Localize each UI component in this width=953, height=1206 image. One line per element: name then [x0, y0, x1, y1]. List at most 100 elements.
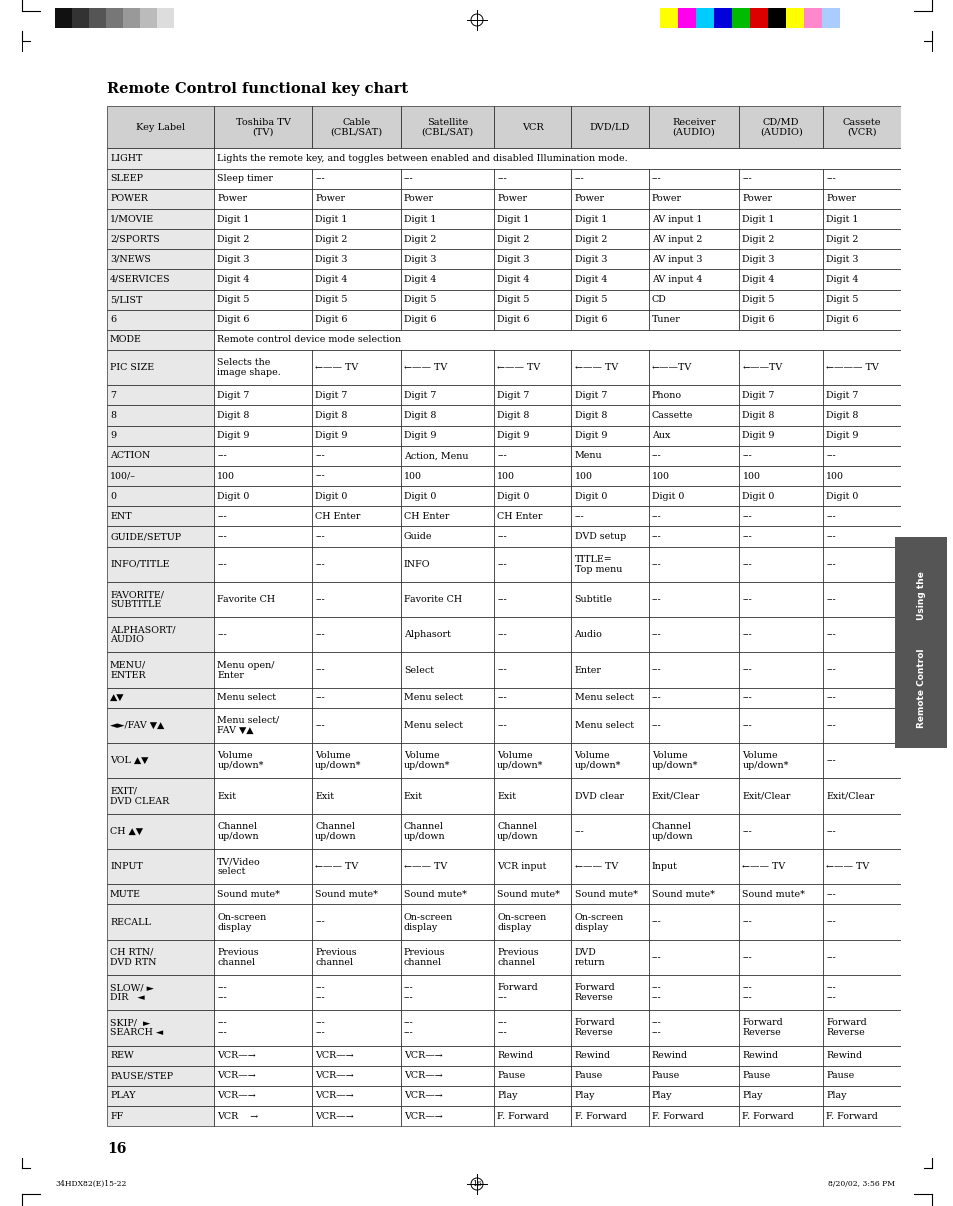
Text: ---: ---	[217, 532, 227, 541]
Text: ---: ---	[825, 451, 835, 461]
Text: ---: ---	[574, 174, 583, 183]
Bar	[739, 507, 822, 527]
Text: AV input 2: AV input 2	[651, 235, 701, 244]
Text: Digit 0: Digit 0	[217, 492, 250, 500]
Text: ---: ---	[741, 532, 751, 541]
Bar	[107, 778, 213, 814]
Text: ---: ---	[497, 631, 506, 639]
Text: Digit 3: Digit 3	[403, 254, 436, 264]
Bar	[494, 250, 571, 269]
Text: CH Enter: CH Enter	[314, 511, 360, 521]
Text: Digit 1: Digit 1	[314, 215, 347, 223]
Text: ---: ---	[741, 631, 751, 639]
Bar	[822, 743, 900, 778]
Bar	[571, 778, 648, 814]
Text: ---: ---	[217, 560, 227, 569]
Text: AV input 1: AV input 1	[651, 215, 701, 223]
Text: VCR—→: VCR—→	[314, 1112, 354, 1120]
Bar	[400, 350, 494, 386]
Bar	[494, 708, 571, 743]
Bar	[400, 1085, 494, 1106]
Text: Select: Select	[403, 666, 434, 674]
Bar	[822, 778, 900, 814]
Text: ---: ---	[314, 631, 325, 639]
Bar	[107, 269, 213, 289]
Bar	[822, 446, 900, 466]
Bar	[312, 904, 400, 939]
Text: ---: ---	[825, 693, 835, 702]
Bar	[571, 527, 648, 546]
Text: Digit 2: Digit 2	[403, 235, 436, 244]
Text: Digit 1: Digit 1	[217, 215, 250, 223]
Text: Digit 8: Digit 8	[574, 411, 606, 420]
Bar	[739, 386, 822, 405]
Bar	[213, 814, 312, 849]
Text: Digit 7: Digit 7	[497, 391, 529, 400]
Bar	[400, 310, 494, 330]
Bar	[123, 8, 140, 28]
Bar	[107, 904, 213, 939]
Bar	[400, 1046, 494, 1066]
Bar	[571, 350, 648, 386]
Bar	[107, 1011, 213, 1046]
Text: TITLE=
Top menu: TITLE= Top menu	[574, 555, 621, 574]
Text: ---: ---	[497, 721, 506, 730]
Bar	[739, 652, 822, 687]
Bar	[213, 743, 312, 778]
Bar	[648, 405, 739, 426]
Text: Rewind: Rewind	[825, 1052, 862, 1060]
Bar	[648, 466, 739, 486]
Text: Digit 5: Digit 5	[217, 295, 250, 304]
Bar	[822, 426, 900, 446]
Bar	[571, 581, 648, 617]
Bar	[767, 8, 785, 28]
Bar	[648, 507, 739, 527]
Bar	[494, 617, 571, 652]
Bar	[821, 8, 840, 28]
Bar	[400, 250, 494, 269]
Bar	[213, 486, 312, 507]
Text: ---
---: --- ---	[825, 983, 835, 1002]
Bar	[213, 1066, 312, 1085]
Bar	[648, 581, 739, 617]
Text: Volume
up/down*: Volume up/down*	[651, 751, 698, 771]
Text: Digit 9: Digit 9	[741, 432, 774, 440]
Text: Sound mute*: Sound mute*	[497, 890, 559, 898]
Text: DVD/LD: DVD/LD	[589, 123, 630, 131]
Bar	[400, 687, 494, 708]
Text: CH Enter: CH Enter	[497, 511, 542, 521]
Bar	[739, 904, 822, 939]
Text: VCR—→: VCR—→	[403, 1052, 442, 1060]
Text: ---
---: --- ---	[651, 983, 661, 1002]
Bar	[822, 486, 900, 507]
Bar	[400, 849, 494, 884]
Text: REW: REW	[110, 1052, 133, 1060]
Text: ←—— TV: ←—— TV	[741, 862, 785, 871]
Bar	[571, 1066, 648, 1085]
Text: Selects the
image shape.: Selects the image shape.	[217, 358, 281, 377]
Text: Menu select: Menu select	[403, 721, 462, 730]
Bar	[213, 581, 312, 617]
Bar	[822, 1066, 900, 1085]
Bar	[312, 617, 400, 652]
Text: Guide: Guide	[403, 532, 432, 541]
Text: ◄►/FAV ▼▲: ◄►/FAV ▼▲	[110, 721, 164, 730]
Text: On-screen
display: On-screen display	[217, 913, 266, 931]
Text: 8: 8	[110, 411, 116, 420]
Bar	[739, 169, 822, 189]
Text: ---: ---	[314, 595, 325, 604]
Text: Previous
channel: Previous channel	[314, 948, 356, 967]
Text: VCR: VCR	[521, 123, 543, 131]
Text: RECALL: RECALL	[110, 918, 151, 926]
Text: ←—— TV: ←—— TV	[574, 363, 618, 373]
Bar	[213, 904, 312, 939]
Text: Channel
up/down: Channel up/down	[314, 821, 356, 841]
Text: ---: ---	[314, 721, 325, 730]
Bar	[400, 617, 494, 652]
Text: F. Forward: F. Forward	[651, 1112, 703, 1120]
Bar	[107, 1106, 213, 1126]
Text: VCR—→: VCR—→	[403, 1091, 442, 1100]
Bar	[494, 106, 571, 148]
Text: 7: 7	[110, 391, 116, 400]
Text: Input: Input	[651, 862, 677, 871]
